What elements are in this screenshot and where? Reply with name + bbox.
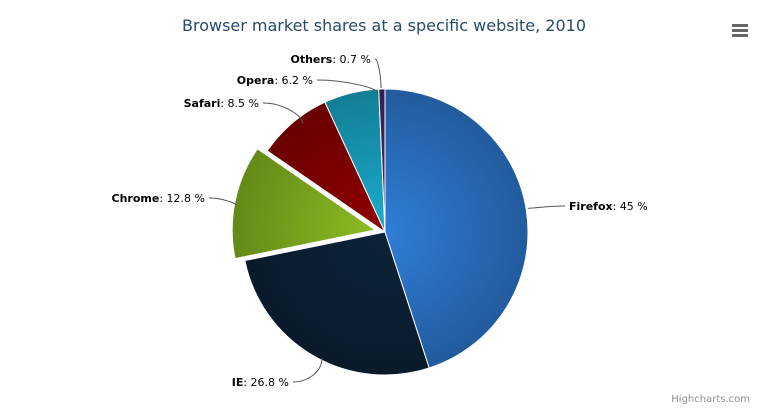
connector-safari [262, 102, 304, 125]
pie-slice-chrome[interactable] [231, 148, 377, 260]
data-label-others: Others: 0.7 % [290, 53, 371, 66]
connector-others [374, 58, 382, 89]
hamburger-menu-icon[interactable] [726, 18, 754, 42]
data-label-safari: Safari: 8.5 % [184, 97, 259, 110]
connector-chrome [208, 197, 237, 206]
data-label-firefox: Firefox: 45 % [569, 200, 648, 213]
connector-opera [316, 79, 379, 94]
chart-title: Browser market shares at a specific webs… [182, 16, 586, 35]
connector-ie [292, 357, 323, 383]
pie-slice-firefox[interactable] [384, 88, 529, 369]
pie-slice-ie[interactable] [244, 231, 430, 376]
data-label-chrome: Chrome: 12.8 % [112, 192, 205, 205]
credits-link[interactable]: Highcharts.com [671, 394, 750, 405]
data-label-opera: Opera: 6.2 % [237, 74, 313, 87]
data-label-ie: IE: 26.8 % [232, 376, 289, 389]
pie-slice-others[interactable] [378, 88, 386, 233]
connector-firefox [527, 205, 566, 209]
